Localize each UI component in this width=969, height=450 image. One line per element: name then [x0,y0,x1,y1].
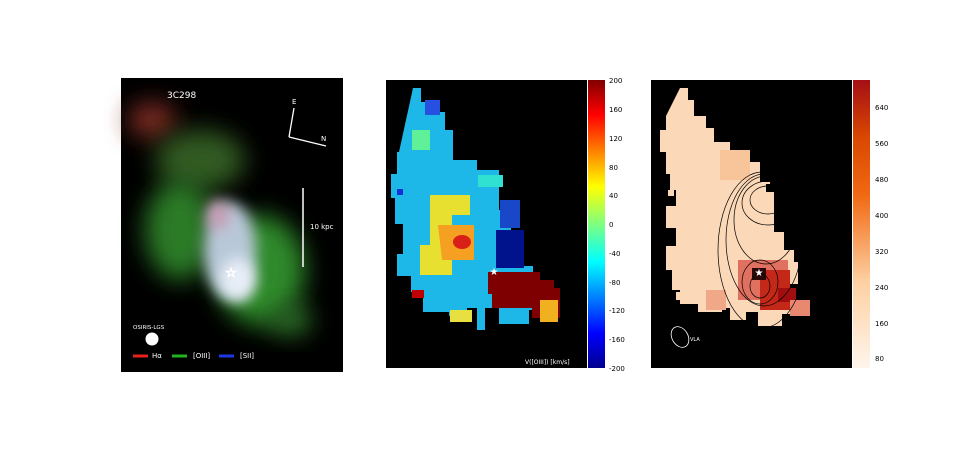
velocity-tick: 40 [609,192,618,200]
velocity-tick: -40 [609,250,620,258]
dispersion-panel: ★ VLA σ([OIII]) [km/s] 640 560 480 400 3… [651,80,888,368]
legend-label-oiii: [OIII] [193,352,210,360]
dispersion-colorbar-ticks: 640 560 480 400 320 240 160 80 [875,104,888,363]
compass-east-label: E [292,98,296,106]
dispersion-star-icon: ★ [755,268,764,279]
velocity-map-label: V([OIII]) [km/s] [525,359,570,366]
dispersion-tick: 80 [875,355,884,363]
dispersion-tick: 160 [875,320,888,328]
dispersion-colorbar [853,80,870,368]
radio-contours [717,171,807,329]
velocity-map [391,88,560,330]
dispersion-tick: 480 [875,176,888,184]
dispersion-tick: 400 [875,212,888,220]
compass-north-label: N [321,135,326,143]
velocity-tick: 200 [609,77,622,85]
rgb-panel: 3C298 E N 10 kpc ☆ OSIRIS-LGS Hα [OIII] … [121,78,343,372]
velocity-tick: 80 [609,164,618,172]
star-marker-icon: ☆ [225,266,237,281]
rgb-title: 3C298 [167,91,196,101]
velocity-tick: -120 [609,307,625,315]
rgb-emission-map [128,102,312,336]
velocity-colorbar [588,80,605,368]
velocity-tick: -80 [609,279,620,287]
scale-bar-label: 10 kpc [310,223,334,231]
dispersion-tick: 640 [875,104,888,112]
dispersion-tick: 240 [875,284,888,292]
psf-circle-icon [145,332,159,346]
legend-label-sii: [SII] [240,352,254,360]
legend-label-halpha: Hα [152,352,162,360]
dispersion-tick: 560 [875,140,888,148]
vla-beam-label: VLA [690,337,700,343]
rgb-legend: Hα [OIII] [SII] [133,352,254,360]
velocity-tick: 160 [609,106,622,114]
velocity-tick: -160 [609,336,625,344]
velocity-colorbar-ticks: 200 160 120 80 40 0 -40 -80 -120 -160 -2… [609,77,625,373]
compass-icon [288,107,327,147]
dispersion-map-label: σ([OIII]) [km/s] [788,359,832,366]
velocity-panel: ★ V([OIII]) [km/s] 200 160 120 80 40 0 -… [386,77,625,373]
velocity-tick: 120 [609,135,622,143]
velocity-tick: -200 [609,365,625,373]
velocity-tick: 0 [609,221,613,229]
vla-beam-icon [670,326,690,348]
dispersion-tick: 320 [875,248,888,256]
dispersion-map [660,88,810,326]
velocity-star-icon: ★ [490,267,499,278]
psf-label: OSIRIS-LGS [133,325,165,331]
